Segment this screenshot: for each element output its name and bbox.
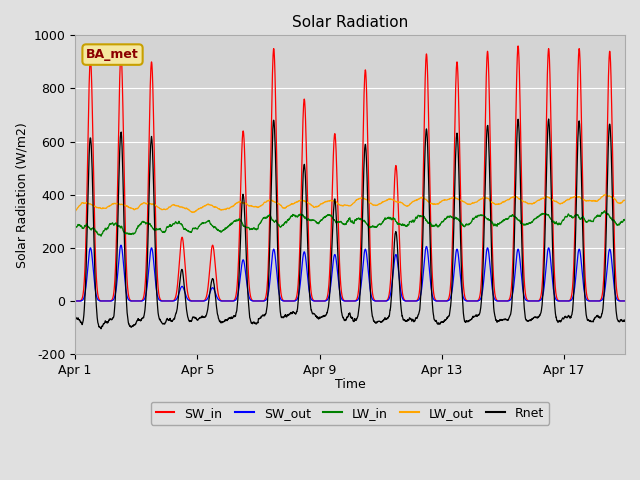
Rnet [193,317,201,323]
Text: BA_met: BA_met [86,48,139,61]
LW_in [550,218,558,224]
Line: SW_in: SW_in [75,46,625,301]
LW_out [157,207,165,213]
SW_in [157,298,165,303]
Rnet [158,320,166,325]
LW_out [602,192,609,197]
SW_in [515,43,522,49]
LW_in [125,231,132,237]
SW_out [621,298,628,304]
LW_out [125,204,132,210]
Title: Solar Radiation: Solar Radiation [292,15,408,30]
Rnet [125,320,132,326]
Line: LW_in: LW_in [75,211,625,236]
Rnet [545,116,552,122]
SW_in [550,259,558,264]
SW_out [71,298,79,304]
Rnet [550,293,558,299]
LW_in [158,228,166,234]
LW_out [71,208,79,214]
SW_out [125,297,132,303]
SW_in [193,298,201,304]
Line: SW_out: SW_out [75,245,625,301]
LW_out [188,210,196,216]
Rnet [97,326,105,332]
LW_in [271,219,278,225]
Legend: SW_in, SW_out, LW_in, LW_out, Rnet: SW_in, SW_out, LW_in, LW_out, Rnet [150,402,550,425]
Y-axis label: Solar Radiation (W/m2): Solar Radiation (W/m2) [15,122,28,267]
LW_out [193,207,201,213]
Rnet [621,317,628,323]
SW_in [271,58,278,63]
SW_out [271,250,278,256]
LW_out [367,201,375,207]
SW_in [71,298,79,304]
LW_out [271,199,278,204]
SW_out [550,290,558,296]
LW_in [621,216,628,222]
SW_out [193,298,201,304]
Rnet [71,313,79,319]
SW_out [117,242,125,248]
LW_in [97,233,105,239]
LW_out [550,198,558,204]
Rnet [271,132,278,138]
Rnet [367,307,375,312]
SW_in [125,292,132,298]
LW_in [193,226,201,231]
LW_in [601,208,609,214]
SW_in [367,276,375,281]
Line: LW_out: LW_out [75,194,625,213]
SW_in [621,298,628,304]
LW_in [367,224,375,230]
LW_out [621,197,628,203]
SW_out [367,294,375,300]
SW_out [158,298,166,304]
X-axis label: Time: Time [335,378,365,391]
LW_in [71,224,79,229]
Line: Rnet: Rnet [75,119,625,329]
